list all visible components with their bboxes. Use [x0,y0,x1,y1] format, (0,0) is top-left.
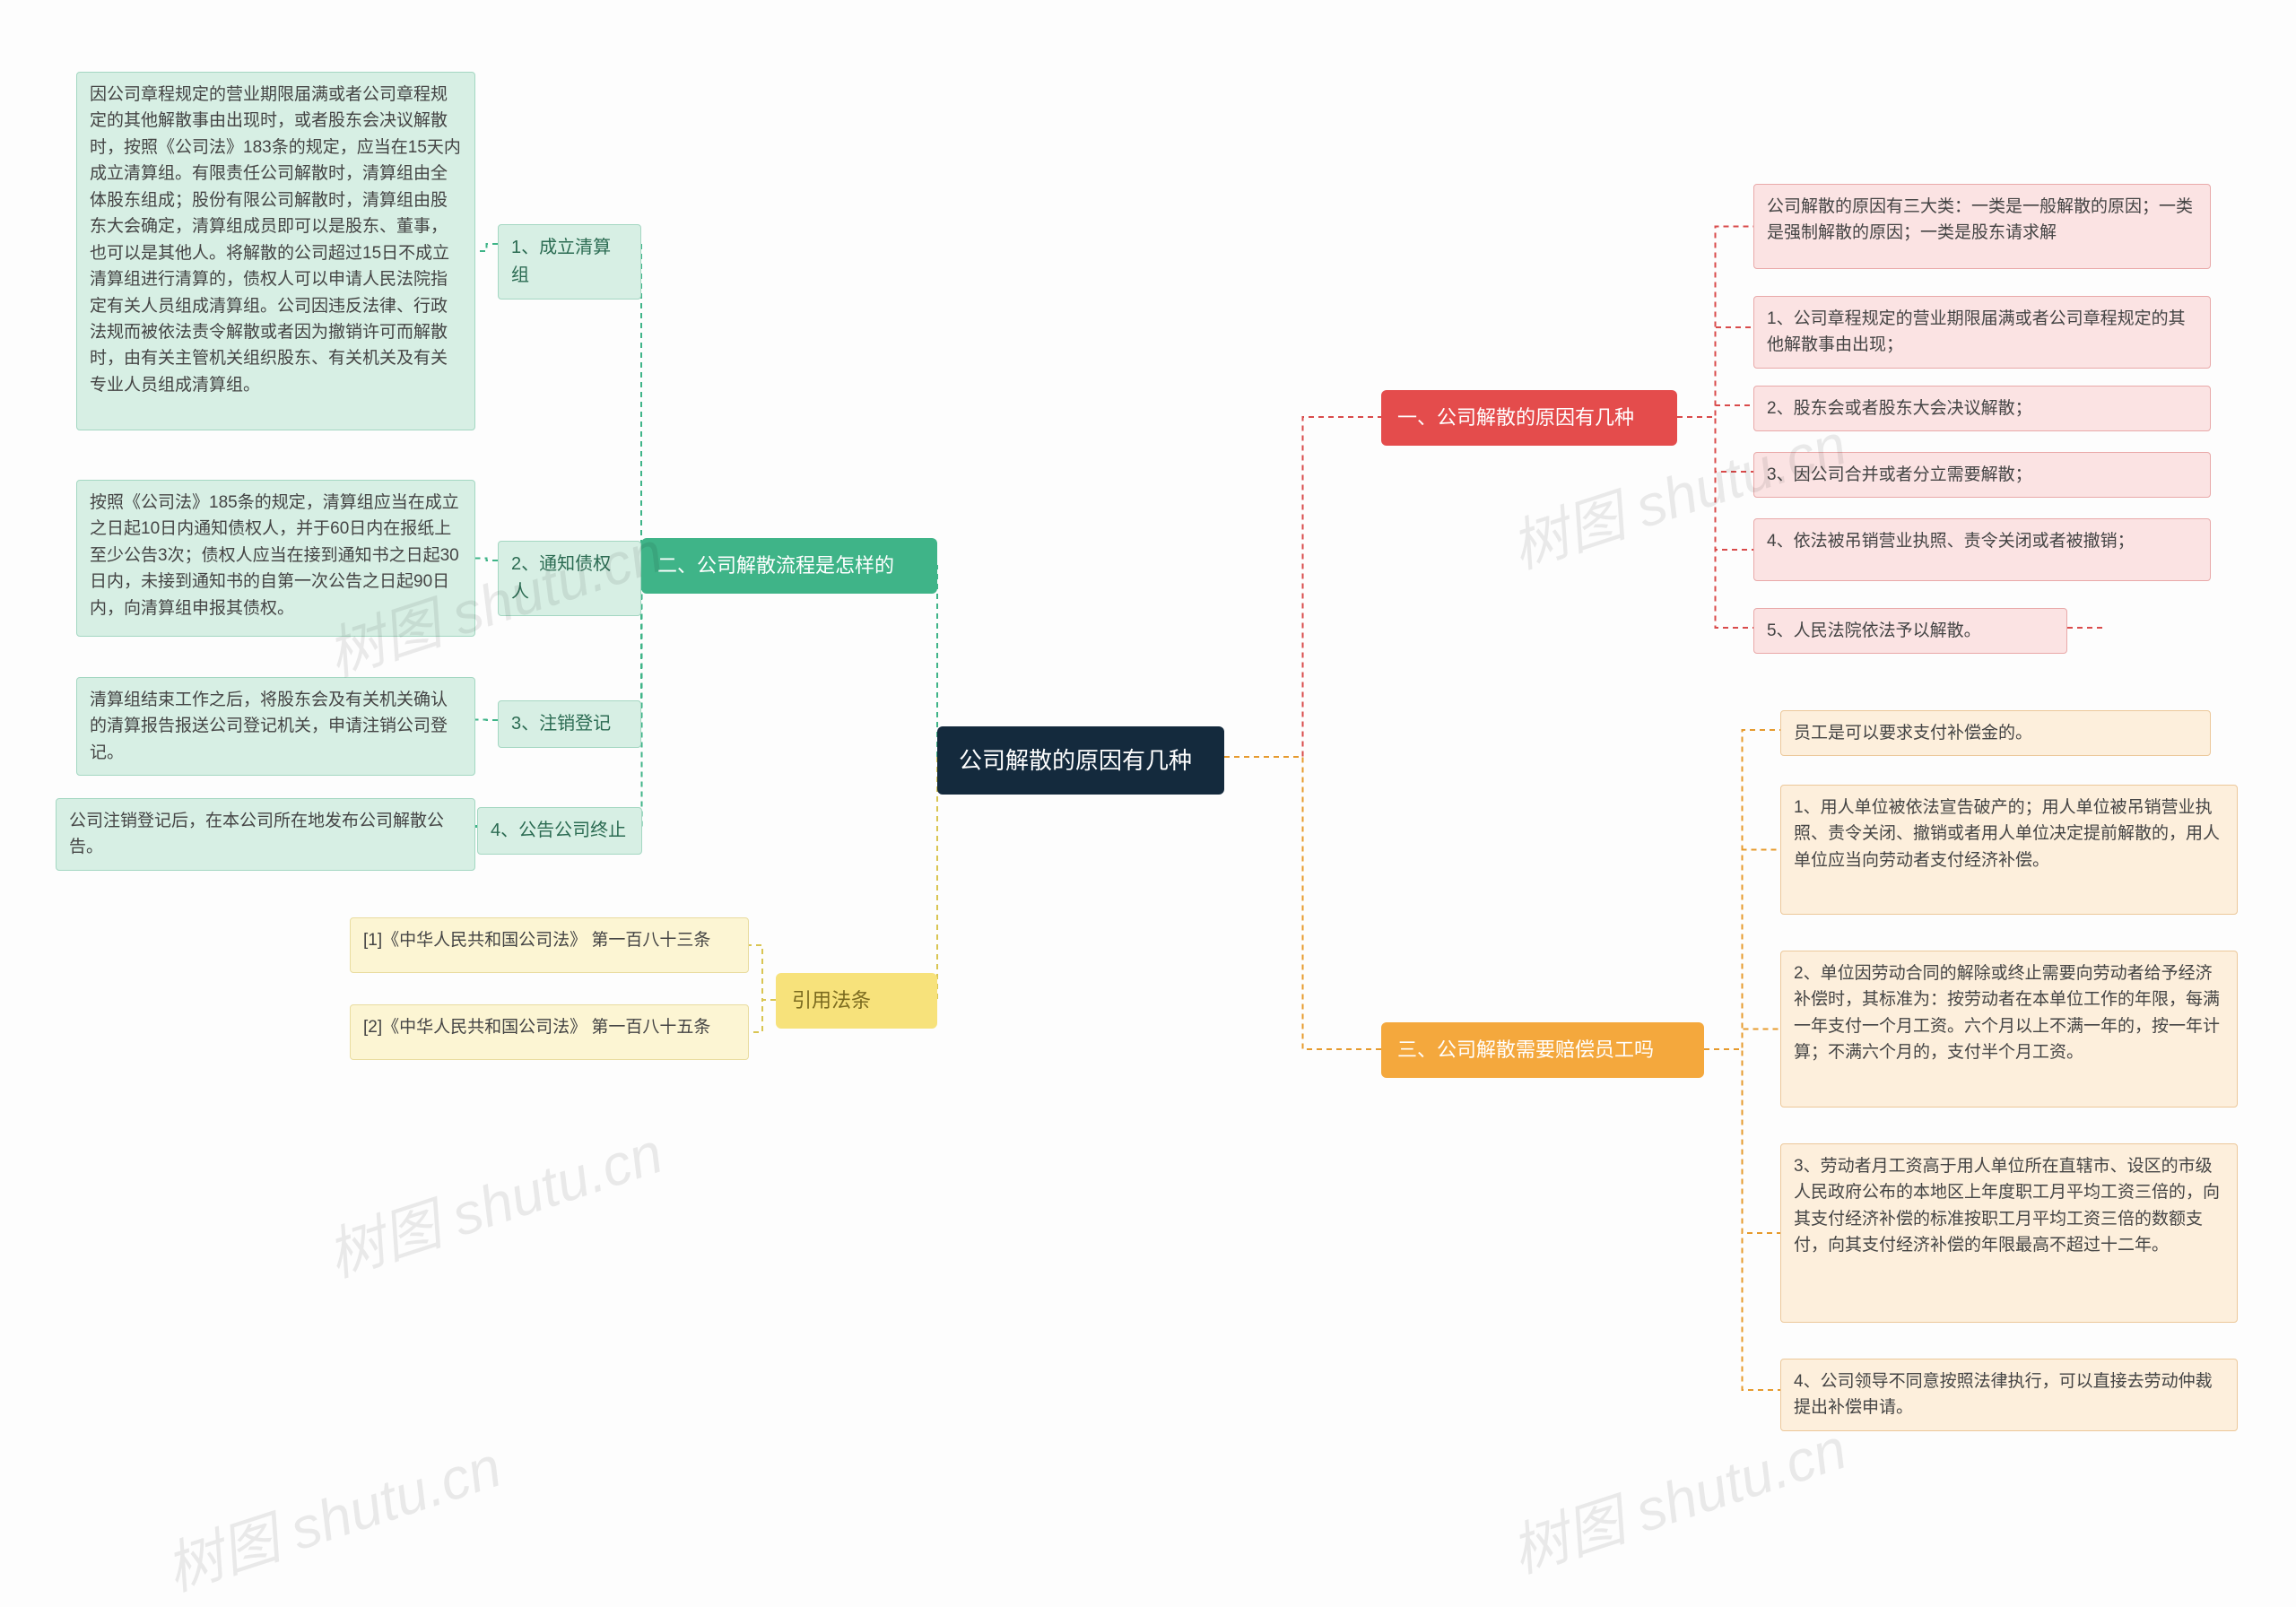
branch-4: 引用法条 [776,973,937,1029]
b4-leaf-0: [1]《中华人民共和国公司法》 第一百八十三条 [350,917,749,973]
watermark-1: 树图 shutu.cn [316,1108,672,1293]
b2-sub-1: 2、通知债权人 [498,541,641,616]
b2-leaf-0: 因公司章程规定的营业期限届满或者公司章程规定的其他解散事由出现时，或者股东会决议… [76,72,475,430]
branch-3: 三、公司解散需要赔偿员工吗 [1381,1022,1704,1078]
b1-leaf-4: 4、依法被吊销营业执照、责令关闭或者被撤销； [1753,518,2211,581]
watermark-2: 树图 shutu.cn [154,1421,510,1607]
b1-leaf-5: 5、人民法院依法予以解散。 [1753,608,2067,654]
b1-leaf-2: 2、股东会或者股东大会决议解散； [1753,386,2211,431]
b2-sub-0: 1、成立清算组 [498,224,641,300]
b2-leaf-3: 公司注销登记后，在本公司所在地发布公司解散公告。 [56,798,475,871]
b4-leaf-1: [2]《中华人民共和国公司法》 第一百八十五条 [350,1004,749,1060]
b3-leaf-3: 3、劳动者月工资高于用人单位所在直辖市、设区的市级人民政府公布的本地区上年度职工… [1780,1143,2238,1323]
branch-1: 一、公司解散的原因有几种 [1381,390,1677,446]
b3-leaf-2: 2、单位因劳动合同的解除或终止需要向劳动者给予经济补偿时，其标准为：按劳动者在本… [1780,951,2238,1108]
b2-sub-3: 4、公告公司终止 [477,807,642,855]
b2-leaf-2: 清算组结束工作之后，将股东会及有关机关确认的清算报告报送公司登记机关，申请注销公… [76,677,475,776]
b2-sub-2: 3、注销登记 [498,700,641,748]
b1-leaf-1: 1、公司章程规定的营业期限届满或者公司章程规定的其他解散事由出现； [1753,296,2211,369]
root-node: 公司解散的原因有几种 [937,726,1224,795]
b1-leaf-0: 公司解散的原因有三大类：一类是一般解散的原因；一类是强制解散的原因；一类是股东请… [1753,184,2211,269]
branch-2: 二、公司解散流程是怎样的 [641,538,937,594]
b3-leaf-0: 员工是可以要求支付补偿金的。 [1780,710,2211,756]
b3-leaf-4: 4、公司领导不同意按照法律执行，可以直接去劳动仲裁提出补偿申请。 [1780,1359,2238,1431]
b3-leaf-1: 1、用人单位被依法宣告破产的；用人单位被吊销营业执照、责令关闭、撤销或者用人单位… [1780,785,2238,915]
mindmap-canvas: 公司解散的原因有几种 一、公司解散的原因有几种 公司解散的原因有三大类：一类是一… [0,0,2296,1497]
b1-leaf-3: 3、因公司合并或者分立需要解散； [1753,452,2211,498]
b2-leaf-1: 按照《公司法》185条的规定，清算组应当在成立之日起10日内通知债权人，并于60… [76,480,475,637]
